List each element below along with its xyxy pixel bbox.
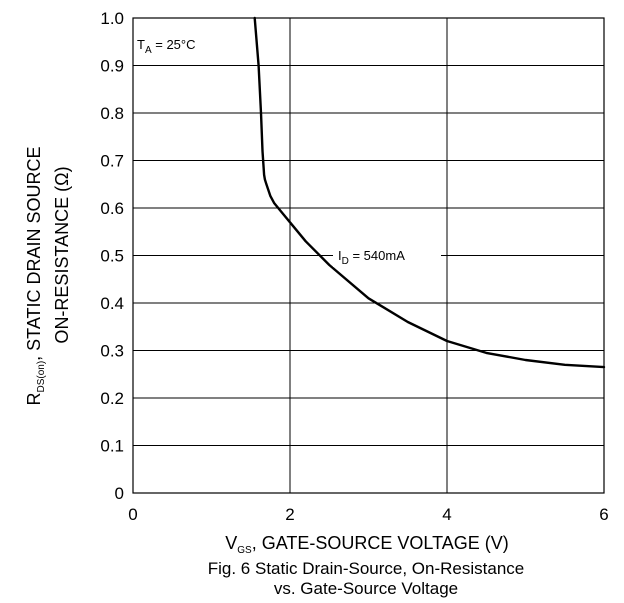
y-axis-label-line-1-group: RDS(on), STATIC DRAIN SOURCE <box>24 146 47 405</box>
figure-caption-line-1: Fig. 6 Static Drain-Source, On-Resistanc… <box>208 559 525 578</box>
y-tick-label-2: 0.2 <box>100 389 124 408</box>
y-axis-ticks: 0 0.1 0.2 0.3 0.4 0.5 0.6 0.7 0.8 0.9 1.0 <box>100 9 124 503</box>
current-annotation: ID = 540mA <box>338 248 405 267</box>
series-layer <box>253 16 606 369</box>
y-tick-label-4: 0.4 <box>100 294 124 313</box>
series-line-0 <box>253 16 606 369</box>
y-axis-label-line-2-group: ON-RESISTANCE (Ω) <box>52 166 72 343</box>
y-tick-label-6: 0.6 <box>100 199 124 218</box>
x-tick-label-3: 6 <box>599 505 608 524</box>
y-tick-label-3: 0.3 <box>100 342 124 361</box>
x-tick-label-0: 0 <box>128 505 137 524</box>
y-axis-label-line-1: RDS(on), STATIC DRAIN SOURCE <box>24 146 47 405</box>
plot-frame <box>132 17 605 494</box>
y-tick-label-8: 0.8 <box>100 104 124 123</box>
temperature-annotation: TA = 25°C <box>137 37 196 56</box>
y-tick-label-1: 0.1 <box>100 437 124 456</box>
y-tick-label-0: 0 <box>115 484 124 503</box>
y-tick-label-9: 0.9 <box>100 57 124 76</box>
x-axis-ticks: 0 2 4 6 <box>128 505 608 524</box>
x-tick-label-2: 4 <box>442 505 451 524</box>
figure-caption-line-2: vs. Gate-Source Voltage <box>274 579 458 598</box>
y-tick-label-5: 0.5 <box>100 247 124 266</box>
x-axis-label: VGS, GATE-SOURCE VOLTAGE (V) <box>225 533 509 556</box>
y-axis-label-line-2: ON-RESISTANCE (Ω) <box>52 166 72 343</box>
current-annotation-background <box>333 245 441 267</box>
x-tick-label-1: 2 <box>285 505 294 524</box>
y-tick-label-10: 1.0 <box>100 9 124 28</box>
y-tick-label-7: 0.7 <box>100 152 124 171</box>
